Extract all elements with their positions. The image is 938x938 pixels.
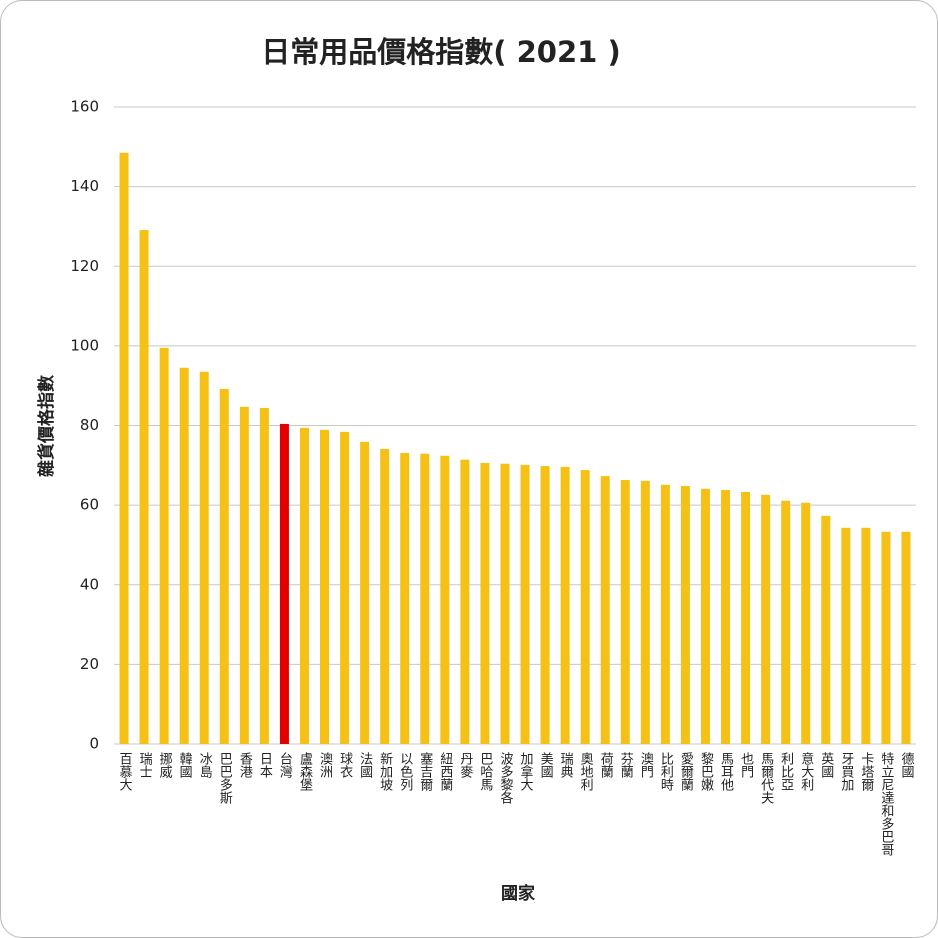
x-axis-label: 國家 [501,883,535,904]
x-tick-label: 塞吉爾 [417,751,433,791]
x-tick-label: 百慕大 [117,752,132,791]
y-tick-label: 0 [89,735,99,753]
x-tick-label: 黎巴嫩 [698,752,714,791]
x-tick-label: 美國 [538,752,554,778]
bar [159,347,169,744]
bar [640,480,650,744]
bar [741,491,751,744]
bar [360,441,370,744]
y-tick-label: 140 [70,177,99,195]
bar [259,407,269,744]
bar [480,462,490,744]
x-tick-label: 丹麥 [457,752,473,779]
x-tick-label: 波多黎各 [497,752,512,804]
bar [821,515,831,744]
x-tick-label: 德國 [898,752,914,778]
x-tick-label: 香港 [237,752,253,778]
x-tick-label: 日本 [257,752,273,778]
x-tick-label: 紐西蘭 [437,752,453,791]
x-tick-label: 比利時 [658,752,674,791]
x-tick-label: 澳洲 [317,751,333,778]
x-tick-label: 馬耳他 [718,752,734,792]
bar [540,466,550,744]
x-tick-label: 卡塔爾 [858,752,874,791]
bar [600,476,610,744]
bar [380,448,390,744]
x-tick-label: 英國 [818,752,834,778]
x-tick-label: 挪威 [157,752,173,778]
x-tick-label: 意大利 [798,751,814,791]
bar [520,464,530,744]
y-tick-label: 100 [70,336,99,354]
x-tick-label: 也門 [738,752,754,779]
x-tick-label: 韓國 [177,752,193,778]
bar [801,502,811,744]
bar [500,463,510,744]
x-tick-label: 新加坡 [377,751,393,791]
x-tick-label: 利比亞 [778,752,794,791]
x-tick-label: 加拿大 [518,752,534,791]
y-tick-label: 160 [70,98,99,116]
x-tick-label: 牙買加 [838,752,854,792]
bar [560,466,570,744]
x-tick-label: 法國 [357,752,373,778]
bar [199,371,209,744]
bar [620,480,630,744]
bar [881,531,891,744]
bar [700,488,710,744]
y-tick-label: 20 [80,655,99,673]
bar [119,152,129,745]
x-tick-label: 以色列 [397,752,413,792]
y-tick-label: 80 [80,416,99,434]
x-tick-label: 澳門 [638,751,654,779]
x-tick-label: 冰島 [197,752,213,778]
bar [580,470,590,744]
x-tick-label: 台灣 [277,752,293,779]
x-tick-label: 特立尼達和多巴哥 [878,752,894,856]
bar [219,388,229,744]
y-tick-label: 120 [70,257,99,275]
x-tick-label: 奧地利 [578,752,594,791]
bar [139,230,149,744]
x-tick-label: 球衣 [337,752,353,778]
y-axis-label: 雜貨價格指數 [36,375,57,477]
x-tick-label: 瑞士 [137,752,153,778]
x-tick-label: 巴哈馬 [477,752,493,791]
bar [299,427,309,744]
x-tick-label: 巴巴多斯 [217,752,233,805]
x-tick-label: 愛爾蘭 [678,752,694,791]
bar [460,459,470,744]
bar [781,500,791,744]
bar [901,531,911,744]
x-tick-label: 馬爾代夫 [758,752,774,804]
bar [279,423,289,744]
bar [721,489,731,744]
y-tick-label: 40 [80,575,99,593]
bar [320,429,330,744]
bar [660,484,670,744]
x-tick-label: 盧森堡 [297,752,313,791]
bar [340,431,350,744]
y-tick-label: 60 [80,496,99,514]
bar [761,494,771,744]
bar [179,367,189,744]
bar [440,455,450,744]
bar [420,453,430,744]
bar [861,527,871,744]
x-tick-label: 荷蘭 [598,752,614,778]
bar [680,486,690,744]
chart-title: 日常用品價格指數( 2021 ) [261,35,620,69]
x-tick-label: 芬蘭 [618,752,634,778]
bar [400,452,410,744]
bar [841,527,851,744]
x-tick-label: 瑞典 [558,752,574,778]
bar [239,406,249,744]
